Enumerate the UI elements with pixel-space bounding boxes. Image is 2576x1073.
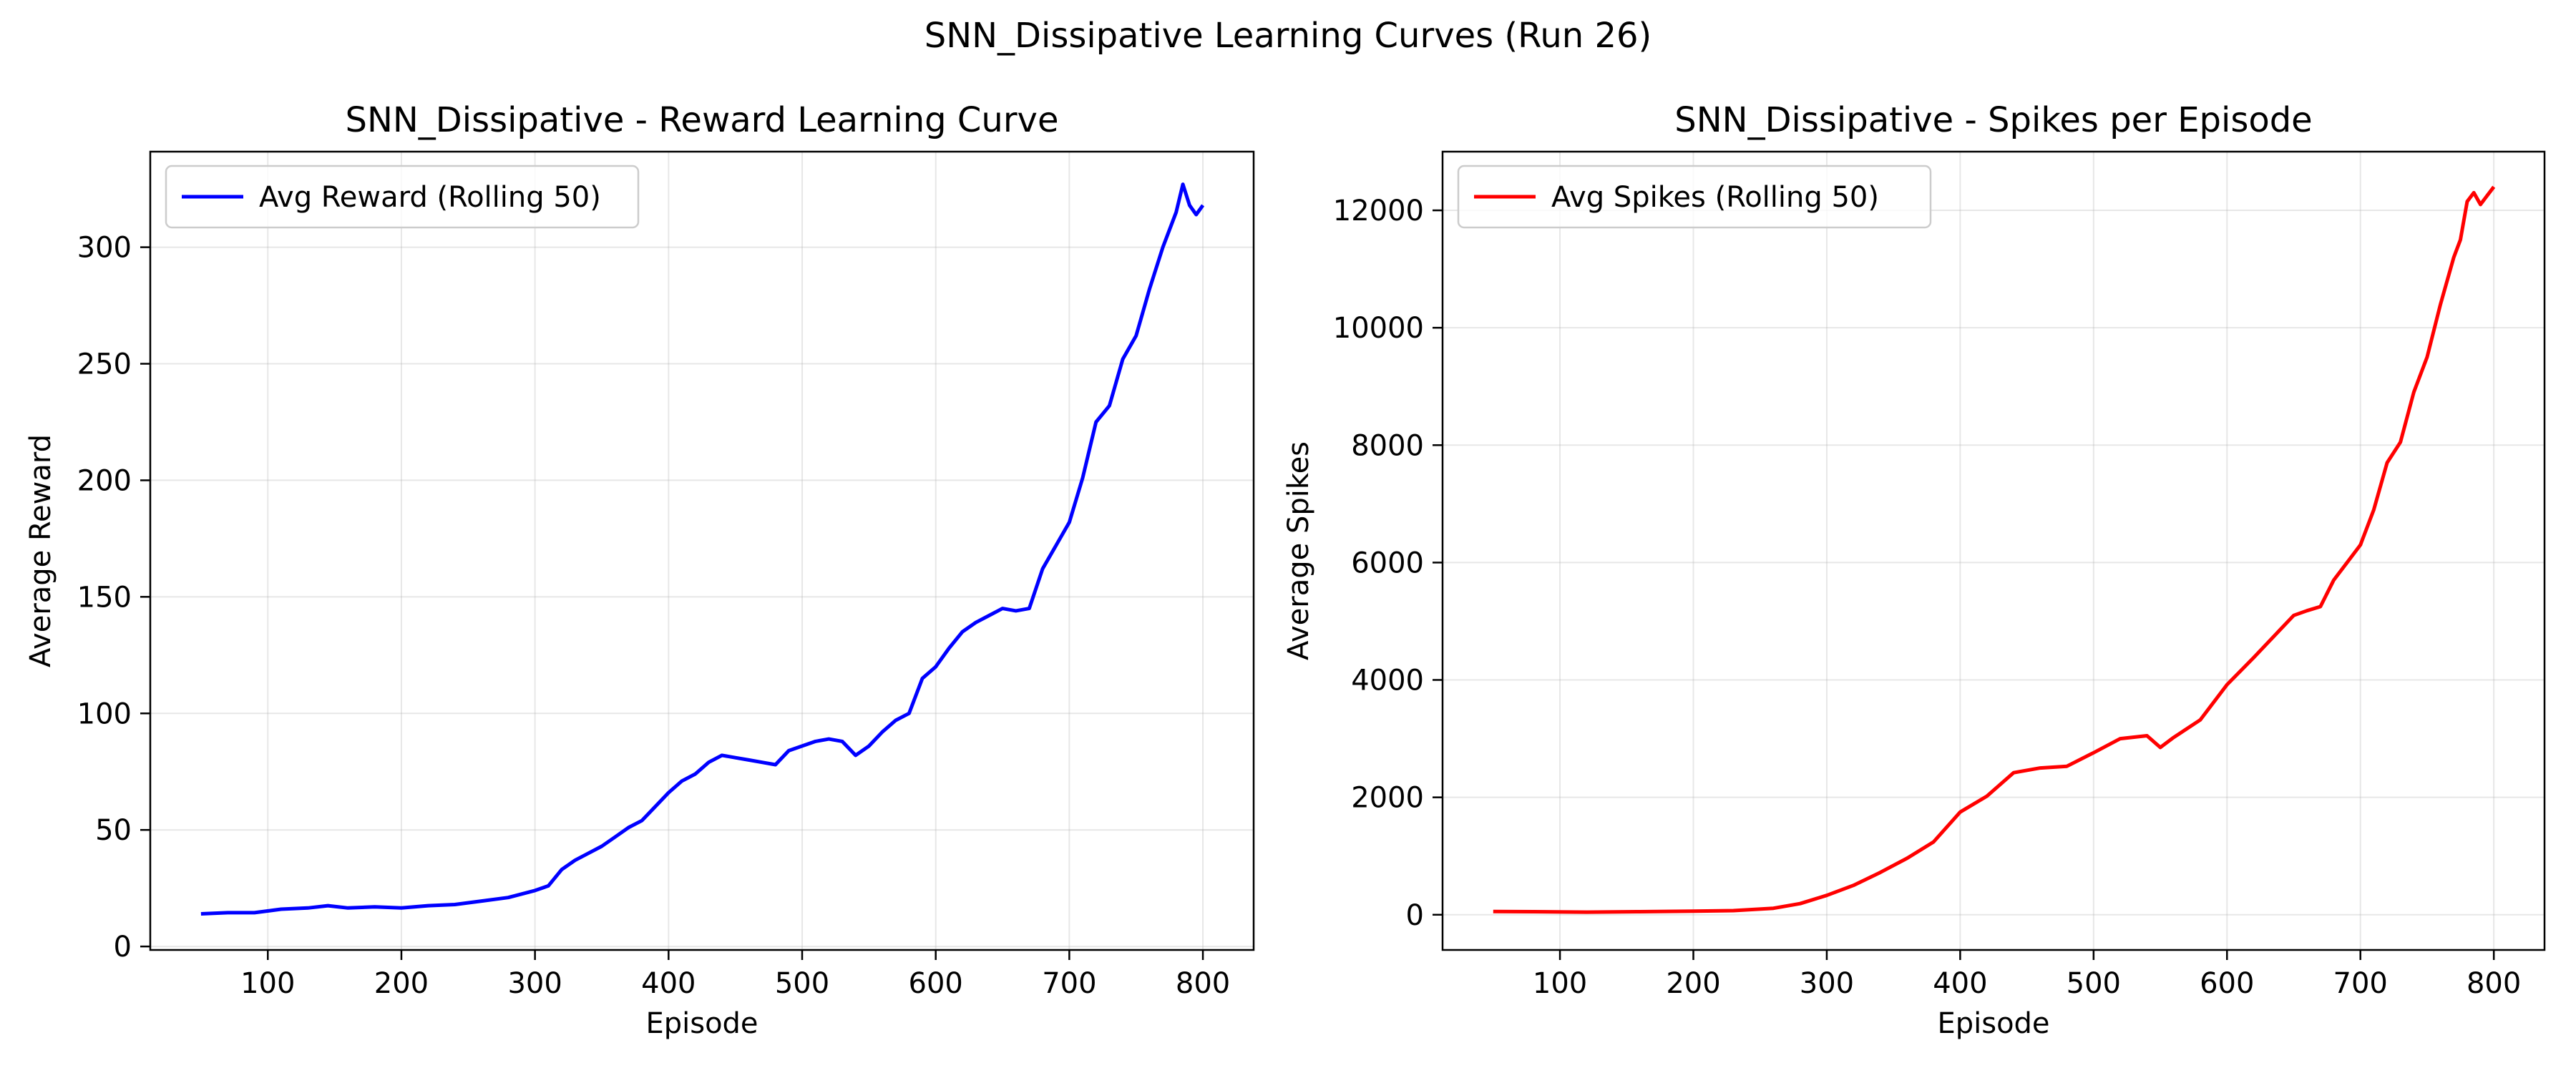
chart-2-x-tick-label: 400 (1933, 967, 1987, 1000)
chart-1-x-tick-label: 100 (240, 967, 295, 1000)
chart-2-x-tick-label: 600 (2200, 967, 2254, 1000)
chart-1-x-tick-label: 500 (775, 967, 829, 1000)
chart-1-legend-box (165, 165, 640, 229)
chart-2-x-tick-label: 500 (2067, 967, 2121, 1000)
chart-1-x-tick-label: 300 (507, 967, 562, 1000)
chart-1-y-tick-label: 250 (77, 348, 132, 381)
chart-1-y-axis-label: Average Reward (24, 434, 57, 667)
chart-1-x-tick-label: 200 (374, 967, 429, 1000)
reward-chart: 100 200 300 400 500 600 700 800 0 50 100 150 200 250 3… (24, 100, 1255, 1040)
chart-1-x-tick-label: 700 (1042, 967, 1096, 1000)
chart-2-x-tick-label: 300 (1800, 967, 1854, 1000)
chart-2-x-tick-label: 200 (1666, 967, 1720, 1000)
chart-1-plot-frame (149, 150, 1255, 951)
chart-2-y-tick-label: 2000 (1351, 782, 1424, 815)
chart-1-x-tick-label: 800 (1176, 967, 1230, 1000)
chart-1-y-tick-label: 50 (95, 814, 132, 847)
chart-2-plot-frame (1441, 150, 2546, 951)
chart-1-y-tick-label: 300 (77, 232, 132, 265)
chart-1-x-tick-label: 600 (909, 967, 963, 1000)
chart-1-title: SNN_Dissipative - Reward Learning Curve (345, 100, 1058, 140)
chart-1-y-tick-label: 0 (114, 931, 132, 964)
chart-2-series-line (1493, 185, 2496, 914)
chart-1-legend-label: Avg Reward (Rolling 50) (259, 181, 601, 214)
chart-2-legend-label: Avg Spikes (Rolling 50) (1551, 181, 1879, 214)
chart-2-y-tick-label: 8000 (1351, 429, 1424, 462)
chart-2-title: SNN_Dissipative - Spikes per Episode (1674, 100, 2312, 140)
chart-2-y-tick-label: 12000 (1333, 195, 1424, 227)
chart-1-x-tick-label: 400 (641, 967, 696, 1000)
spikes-chart: 100 200 300 400 500 600 700 8000200040006000800… (1282, 100, 2546, 1040)
chart-1-series-line (200, 182, 1205, 916)
chart-1-x-axis-label: Episode (645, 1007, 758, 1040)
chart-2-x-tick-label: 800 (2467, 967, 2521, 1000)
chart-2-x-axis-label: Episode (1937, 1007, 2049, 1040)
chart-2-y-tick-label: 10000 (1333, 312, 1424, 345)
chart-2-legend-box (1457, 165, 1932, 229)
chart-1-y-tick-label: 200 (77, 464, 132, 497)
chart-2-x-tick-label: 100 (1533, 967, 1587, 1000)
chart-2-y-tick-label: 6000 (1351, 547, 1424, 579)
chart-2-x-tick-label: 700 (2333, 967, 2388, 1000)
chart-2-y-tick-label: 4000 (1351, 665, 1424, 697)
figure-suptitle: SNN_Dissipative Learning Curves (Run 26) (924, 16, 1652, 56)
chart-2-y-axis-label: Average Spikes (1282, 441, 1315, 660)
chart-2-y-tick-label: 0 (1406, 899, 1424, 932)
chart-1-y-tick-label: 100 (77, 697, 132, 730)
chart-1-y-tick-label: 150 (77, 581, 132, 614)
